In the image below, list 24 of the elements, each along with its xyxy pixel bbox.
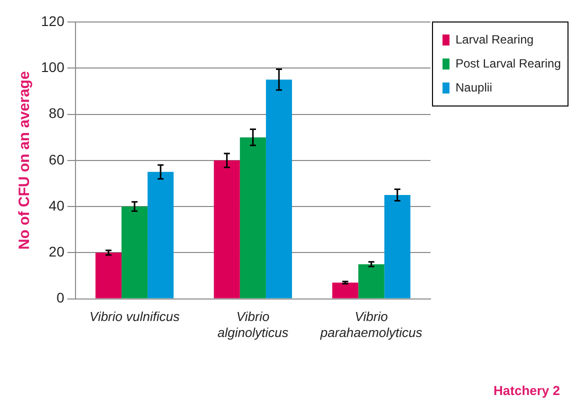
y-tick-label: 120 bbox=[41, 12, 65, 29]
text: Hatchery 2 bbox=[494, 383, 560, 398]
bar bbox=[266, 80, 292, 298]
bar bbox=[332, 282, 358, 298]
x-tick-label: Vibrio vulnificus bbox=[90, 309, 180, 324]
y-tick-label: 0 bbox=[56, 290, 65, 306]
bar bbox=[122, 206, 148, 298]
y-tick-label: 20 bbox=[48, 244, 65, 260]
y-tick-label: 80 bbox=[48, 105, 65, 122]
legend-label: Larval Rearing bbox=[456, 32, 534, 46]
y-tick-label: 60 bbox=[48, 151, 65, 168]
x-tick-label: Vibrio alginolyticus bbox=[218, 309, 289, 340]
bar bbox=[148, 172, 174, 298]
legend-label: Nauplii bbox=[456, 80, 492, 94]
x-tick-label: Vibrio parahaemolyticus bbox=[319, 309, 423, 340]
bar bbox=[214, 160, 240, 298]
bar bbox=[240, 137, 266, 298]
y-tick-label: 100 bbox=[41, 58, 65, 75]
bar bbox=[95, 252, 122, 298]
bar bbox=[384, 195, 410, 298]
bar bbox=[358, 264, 384, 298]
y-tick-label: 40 bbox=[48, 197, 65, 214]
y-axis-title: No of CFU on an average bbox=[16, 71, 34, 250]
legend-label: Post Larval Rearing bbox=[456, 56, 561, 70]
